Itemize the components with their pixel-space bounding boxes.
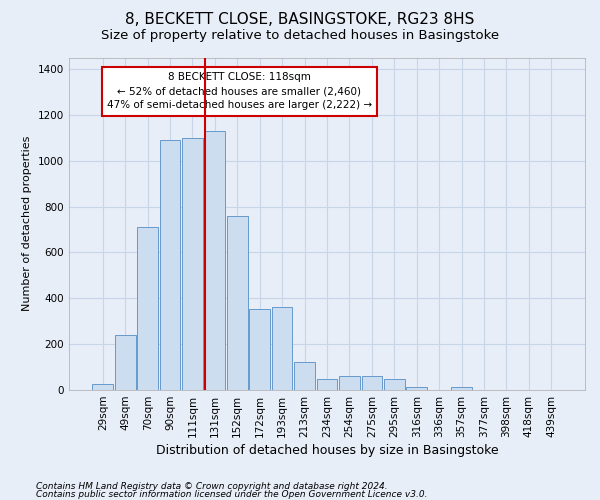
- Bar: [272, 308, 292, 390]
- Bar: [406, 386, 427, 390]
- Text: Contains public sector information licensed under the Open Government Licence v3: Contains public sector information licen…: [36, 490, 427, 499]
- X-axis label: Distribution of detached houses by size in Basingstoke: Distribution of detached houses by size …: [155, 444, 499, 457]
- Bar: [205, 131, 225, 390]
- Bar: [384, 378, 404, 390]
- Bar: [317, 378, 337, 390]
- Bar: [294, 362, 315, 390]
- Bar: [451, 386, 472, 390]
- Bar: [362, 376, 382, 390]
- Text: Size of property relative to detached houses in Basingstoke: Size of property relative to detached ho…: [101, 29, 499, 42]
- Text: 8 BECKETT CLOSE: 118sqm
← 52% of detached houses are smaller (2,460)
47% of semi: 8 BECKETT CLOSE: 118sqm ← 52% of detache…: [107, 72, 372, 110]
- Bar: [92, 384, 113, 390]
- Bar: [182, 138, 203, 390]
- Text: 8, BECKETT CLOSE, BASINGSTOKE, RG23 8HS: 8, BECKETT CLOSE, BASINGSTOKE, RG23 8HS: [125, 12, 475, 28]
- Bar: [227, 216, 248, 390]
- Bar: [115, 335, 136, 390]
- Bar: [250, 308, 270, 390]
- Bar: [137, 227, 158, 390]
- Text: Contains HM Land Registry data © Crown copyright and database right 2024.: Contains HM Land Registry data © Crown c…: [36, 482, 388, 491]
- Y-axis label: Number of detached properties: Number of detached properties: [22, 136, 32, 312]
- Bar: [339, 376, 360, 390]
- Bar: [160, 140, 181, 390]
